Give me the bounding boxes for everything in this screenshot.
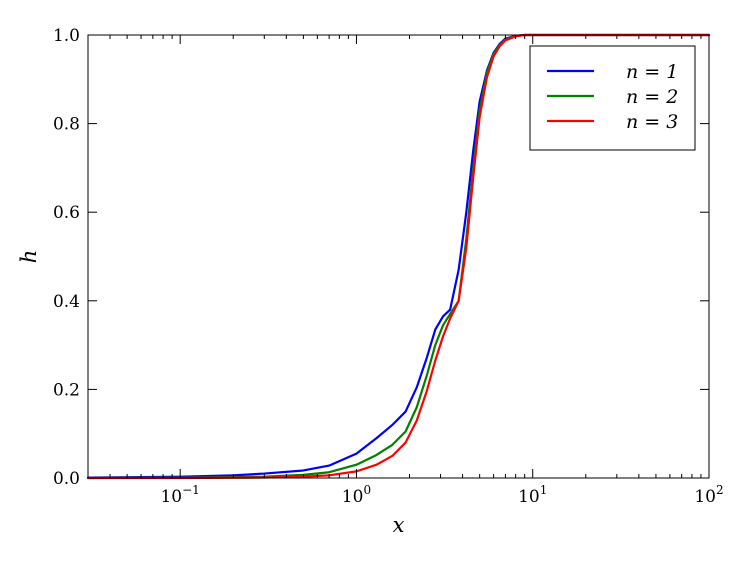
y-tick-label: 0.6 [53,203,80,223]
legend-label-1: n = 1 [626,61,678,83]
legend: n = 1 n = 2 n = 3 [529,45,696,151]
x-tick-label: 101 [518,483,547,507]
y-tick-label: 0.0 [53,469,80,489]
y-tick-label: 0.8 [53,115,80,135]
legend-items: n = 1 n = 2 n = 3 [547,61,678,133]
x-tick-label: 102 [694,483,723,507]
x-tick-label: 10−1 [160,483,199,507]
y-axis-title: h [17,250,41,264]
plot-frame [87,34,710,479]
series-line-3 [86,33,711,480]
series-layer [86,33,711,480]
legend-label-2: n = 2 [626,86,678,108]
legend-box [529,45,696,151]
y-tick-label: 0.2 [53,380,80,400]
legend-label-3: n = 3 [626,111,678,133]
ticks-layer: 10−1 100 101 102 0.0 0.2 0.4 0.6 0.8 1.0 [53,26,724,507]
x-axis-title: x [393,513,405,537]
x-tick-label: 100 [342,483,371,507]
y-tick-label: 1.0 [53,26,80,46]
y-tick-label: 0.4 [53,292,80,312]
